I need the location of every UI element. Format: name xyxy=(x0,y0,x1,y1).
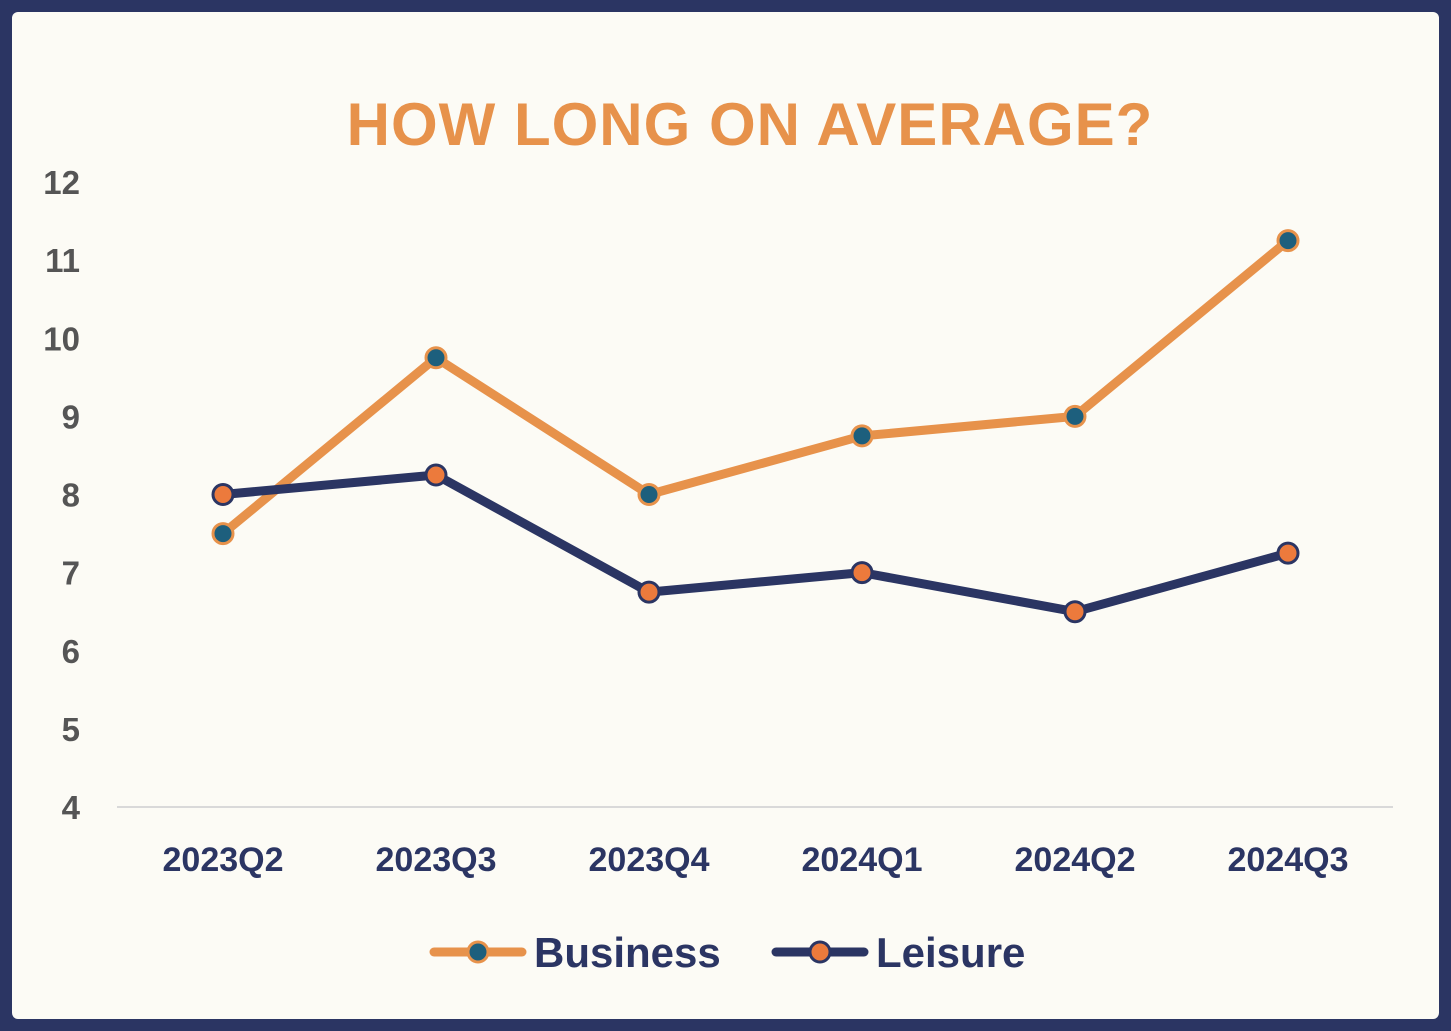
legend-label-leisure: Leisure xyxy=(876,929,1025,976)
data-point-business xyxy=(637,483,661,506)
legend-marker-business xyxy=(466,940,490,964)
data-point-leisure xyxy=(424,463,448,487)
y-tick-label: 9 xyxy=(62,398,80,435)
data-point-business xyxy=(1276,229,1300,253)
series-line-business xyxy=(218,236,1293,539)
x-tick-label: 2023Q4 xyxy=(589,841,710,879)
y-tick-label: 6 xyxy=(62,633,80,670)
x-tick-label: 2024Q2 xyxy=(1015,841,1136,879)
x-tick-label: 2023Q2 xyxy=(163,841,284,879)
data-point-leisure xyxy=(211,483,235,506)
data-point-leisure xyxy=(850,561,874,585)
x-tick-label: 2023Q3 xyxy=(376,841,497,879)
data-point-business xyxy=(1063,404,1087,428)
x-tick-label: 2024Q1 xyxy=(802,841,923,879)
data-point-leisure xyxy=(1063,600,1087,624)
y-tick-label: 5 xyxy=(62,711,80,748)
y-tick-label: 11 xyxy=(45,242,80,279)
y-tick-label: 4 xyxy=(62,789,81,826)
data-point-business xyxy=(424,346,448,370)
legend-marker-leisure xyxy=(808,940,832,964)
legend: Business Leisure xyxy=(429,929,1025,976)
chart-title: HOW LONG ON AVERAGE? xyxy=(347,91,1154,158)
plot-area xyxy=(211,229,1300,624)
x-axis: 2023Q2 2023Q3 2023Q4 2024Q1 2024Q2 2024Q3 xyxy=(117,806,1393,879)
y-tick-label: 12 xyxy=(43,164,80,201)
y-axis: 4 5 6 7 8 9 10 11 12 xyxy=(43,164,80,826)
legend-label-business: Business xyxy=(534,929,721,976)
series-line-leisure xyxy=(218,470,1293,617)
data-point-leisure xyxy=(1276,541,1300,565)
x-tick-label: 2024Q3 xyxy=(1228,841,1349,879)
y-tick-label: 10 xyxy=(43,320,80,357)
y-tick-label: 7 xyxy=(62,555,80,592)
y-tick-label: 8 xyxy=(62,477,80,514)
data-point-leisure xyxy=(637,580,661,604)
data-point-business xyxy=(850,424,874,448)
data-point-business xyxy=(211,522,235,546)
